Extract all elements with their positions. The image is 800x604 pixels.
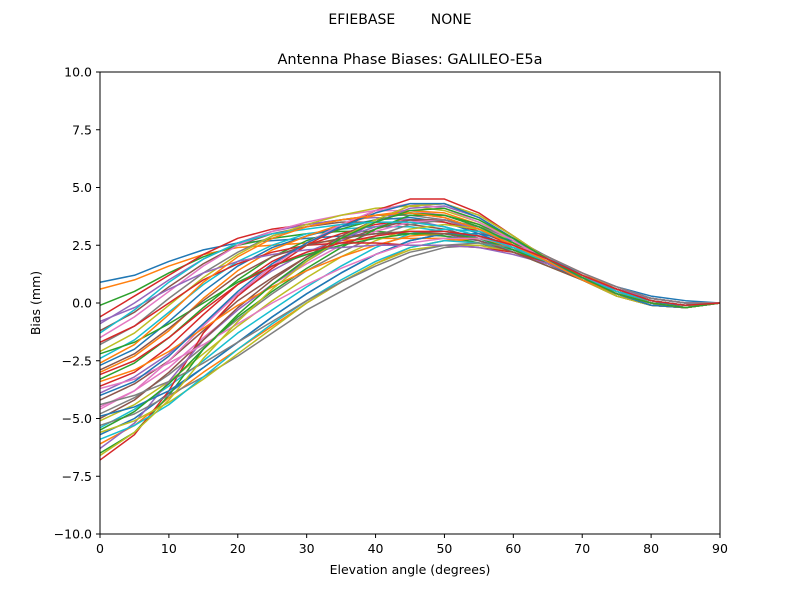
series-line-38 <box>99 242 720 406</box>
series-line-44 <box>99 230 721 376</box>
y-tick-label: 10.0 <box>64 65 92 80</box>
series-line-39 <box>99 202 721 457</box>
y-tick-label: 0.0 <box>72 296 92 311</box>
y-tick-label: 2.5 <box>72 238 92 253</box>
x-tick-label: 80 <box>643 541 659 556</box>
y-tick-label: −2.5 <box>62 353 92 368</box>
x-tick-label: 30 <box>299 541 315 556</box>
y-tick-label: 7.5 <box>72 122 92 137</box>
x-tick-label: 90 <box>712 541 728 556</box>
x-tick-label: 0 <box>96 541 104 556</box>
x-tick-label: 60 <box>505 541 521 556</box>
x-tick-label: 70 <box>574 541 590 556</box>
y-tick-label: −10.0 <box>54 527 92 542</box>
y-tick-label: −5.0 <box>62 411 92 426</box>
y-axis: −10.0 −7.5 −5.0 −2.5 0.0 2.5 5.0 7.5 10.0 <box>54 65 100 542</box>
y-tick-label: −7.5 <box>62 469 92 484</box>
x-axis: 0 10 20 30 40 50 60 70 80 90 <box>96 534 728 556</box>
series-line-43 <box>99 207 721 431</box>
plot-area <box>100 72 720 534</box>
chart-suptitle: EFIEBASE NONE <box>328 12 471 28</box>
x-tick-label: 50 <box>436 541 452 556</box>
y-tick-label: 5.0 <box>72 180 92 195</box>
x-tick-label: 10 <box>161 541 177 556</box>
chart-title: Antenna Phase Biases: GALILEO-E5a <box>278 52 543 68</box>
x-tick-label: 40 <box>368 541 384 556</box>
y-axis-label: Bias (mm) <box>28 271 43 335</box>
series-line-40 <box>99 221 721 334</box>
x-tick-label: 20 <box>230 541 246 556</box>
series-layer <box>99 198 721 461</box>
x-axis-label: Elevation angle (degrees) <box>330 562 491 577</box>
